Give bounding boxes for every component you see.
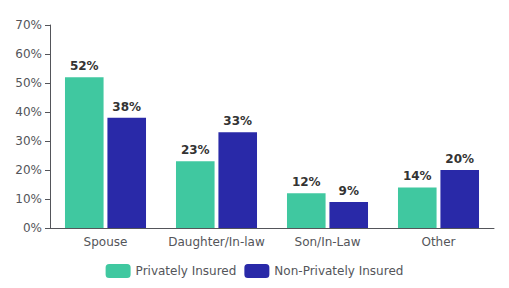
svg-text:33%: 33% (223, 114, 252, 128)
svg-text:20%: 20% (15, 163, 42, 177)
svg-text:40%: 40% (15, 105, 42, 119)
svg-text:23%: 23% (181, 143, 210, 157)
svg-text:Son/In-Law: Son/In-Law (295, 235, 361, 249)
svg-text:Non-Privately Insured: Non-Privately Insured (274, 264, 403, 278)
svg-text:10%: 10% (15, 192, 42, 206)
svg-text:52%: 52% (70, 59, 99, 73)
svg-text:30%: 30% (15, 134, 42, 148)
svg-text:50%: 50% (15, 76, 42, 90)
svg-text:20%: 20% (445, 152, 474, 166)
svg-text:14%: 14% (403, 169, 432, 183)
svg-text:Privately Insured: Privately Insured (136, 264, 237, 278)
svg-text:9%: 9% (339, 184, 359, 198)
svg-text:60%: 60% (15, 47, 42, 61)
svg-text:12%: 12% (292, 175, 321, 189)
svg-text:70%: 70% (15, 18, 42, 32)
svg-text:Other: Other (421, 235, 455, 249)
svg-text:38%: 38% (112, 100, 141, 114)
svg-text:0%: 0% (23, 221, 42, 235)
svg-text:Daughter/In-law: Daughter/In-law (168, 235, 265, 249)
svg-text:Spouse: Spouse (84, 235, 128, 249)
